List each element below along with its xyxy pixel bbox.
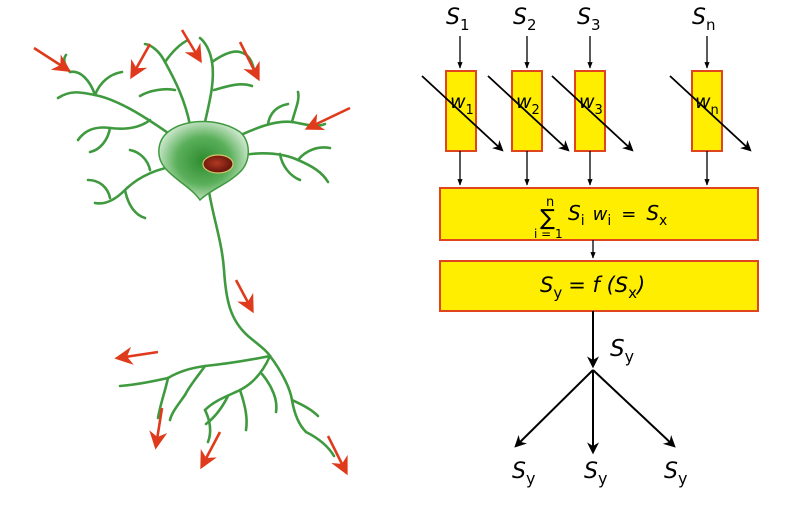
sigma-lower: i = 1 — [534, 227, 563, 241]
activation-function-box: Sy = f (Sx) — [439, 260, 759, 312]
weight-adjust-arrow — [487, 75, 570, 152]
input-label: S2 — [513, 5, 537, 34]
function-expression: Sy = f (Sx) — [540, 273, 645, 302]
sigma-upper: n — [546, 195, 554, 210]
weight-adjust-arrow — [421, 75, 504, 152]
input-signal-arrow — [180, 29, 202, 64]
weight-label: w3 — [579, 91, 603, 118]
branch-output-label: Sy — [664, 459, 687, 488]
weight-adjust-arrow — [551, 75, 634, 152]
output-signal-arrow — [200, 431, 222, 470]
weight-label: wn — [695, 91, 719, 118]
weight-label: w2 — [516, 91, 540, 118]
cell-body — [158, 120, 249, 202]
sigma-symbol: ∑ — [540, 206, 555, 231]
summation-box: n ∑ i = 1 Si wi = Sx — [439, 187, 759, 241]
input-arrows — [457, 36, 710, 69]
signal-arrows — [33, 29, 351, 476]
dendrites — [56, 36, 336, 458]
input-signal-arrow — [130, 43, 152, 80]
input-label: Sn — [692, 5, 715, 34]
branch-output-label: Sy — [584, 459, 607, 488]
input-signal-arrow — [33, 46, 72, 72]
output-label: Sy — [610, 336, 634, 366]
weight-adjust-arrow — [669, 75, 752, 152]
input-signal-arrow — [304, 106, 351, 130]
output-signal-arrow — [149, 407, 168, 450]
weight-adjust-arrows — [421, 75, 752, 152]
input-label: S1 — [446, 5, 470, 34]
input-labels: S1 S2 S3 Sn — [446, 5, 715, 34]
nucleus — [202, 154, 234, 174]
weight-boxes: w1 w2 w3 wn — [445, 70, 723, 152]
output-branch-arrow — [514, 369, 594, 448]
output-signal-arrow — [326, 435, 348, 476]
output-signal-arrow — [114, 346, 159, 365]
sum-expression: Si wi = Sx — [568, 201, 667, 229]
weight-label: w1 — [450, 91, 474, 118]
output-branches — [514, 369, 676, 455]
output-branch-arrow — [592, 369, 676, 448]
branch-output-label: Sy — [512, 459, 535, 488]
biological-neuron — [33, 29, 351, 476]
weighted-input-arrows — [457, 151, 710, 186]
artificial-neuron-model: S1 S2 S3 Sn w1 w2 w3 wn — [421, 5, 759, 488]
axon-signal-arrow — [234, 279, 254, 314]
input-signal-arrow — [238, 41, 260, 82]
input-label: S3 — [577, 5, 601, 34]
